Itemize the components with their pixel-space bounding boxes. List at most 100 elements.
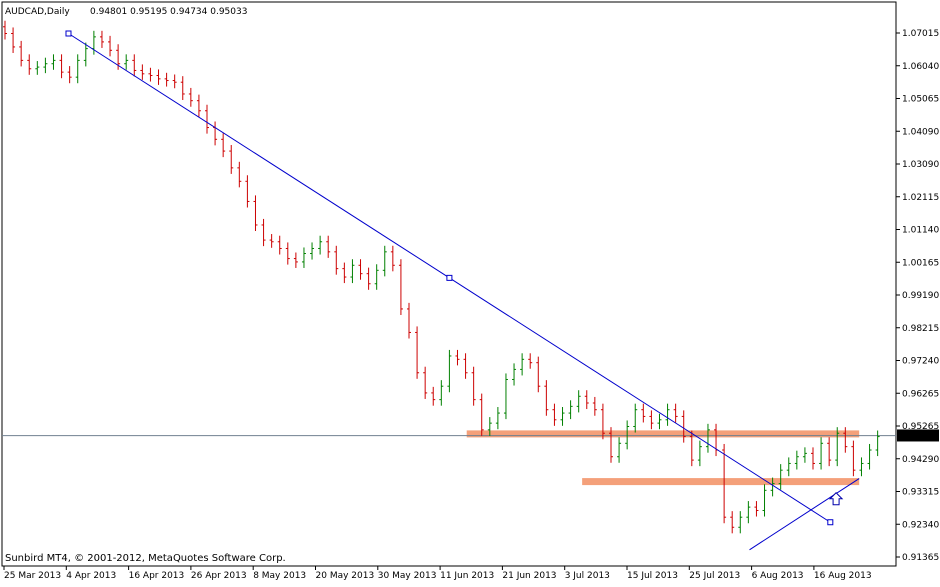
ohlc-bar	[471, 366, 476, 406]
ohlc-bar	[770, 477, 775, 497]
y-tick-label: 0.96265	[902, 389, 939, 399]
ohlc-bar	[665, 403, 670, 426]
ohlc-bar	[649, 410, 654, 430]
ohlc-bar	[762, 484, 767, 517]
x-tick-label: 16 Aug 2013	[814, 571, 872, 581]
ohlc-bar	[528, 353, 533, 369]
y-tick-label: 0.91365	[902, 553, 939, 563]
ohlc-bar	[754, 501, 759, 517]
ohlc-bar	[827, 437, 832, 467]
ohlc-bar	[51, 54, 56, 70]
x-tick-label: 3 Jul 2013	[565, 571, 610, 581]
x-tick-label: 26 Apr 2013	[191, 571, 247, 581]
ohlc-bar	[67, 66, 72, 84]
ohlc-bar	[625, 420, 630, 450]
ohlc-bar	[382, 245, 387, 277]
ohlc-bar	[738, 511, 743, 534]
ohlc-bar	[229, 145, 234, 174]
ohlc-bar	[285, 242, 290, 265]
ohlc-bar	[132, 54, 137, 77]
current-price-label: 0.95033	[900, 431, 937, 441]
ohlc-bar	[633, 403, 638, 433]
ohlc-bar	[156, 69, 161, 85]
ohlc-bar	[164, 72, 169, 87]
ohlc-bar	[673, 403, 678, 423]
ohlc-bar	[43, 57, 48, 74]
ohlc-bar	[843, 427, 848, 453]
trendline-handle[interactable]	[827, 519, 834, 526]
ohlc-bar	[819, 437, 824, 470]
ohlc-bar	[374, 264, 379, 290]
chart-ohlc-values: 0.94801 0.95195 0.94734 0.95033	[90, 7, 247, 17]
ohlc-bar	[746, 501, 751, 524]
ohlc-bar	[27, 54, 32, 75]
ohlc-bar	[794, 450, 799, 470]
ohlc-bar	[269, 234, 274, 248]
y-tick-label: 0.98215	[902, 324, 939, 334]
ohlc-bar	[277, 235, 282, 255]
x-tick-label: 8 May 2013	[253, 571, 306, 581]
ohlc-bar	[778, 464, 783, 490]
ohlc-bar	[293, 252, 298, 268]
ohlc-bar	[568, 400, 573, 420]
ohlc-bar	[503, 373, 508, 420]
ohlc-bar	[495, 407, 500, 430]
ohlc-bar	[802, 447, 807, 463]
ohlc-bar	[124, 54, 129, 70]
horizontal-zone[interactable]	[466, 430, 860, 438]
x-tick-label: 25 Jul 2013	[689, 571, 740, 581]
ohlc-bar	[835, 427, 840, 467]
ohlc-bar	[657, 413, 662, 430]
arrow-up-icon[interactable]	[828, 492, 844, 506]
plot-frame	[1, 1, 897, 567]
trendline-handle[interactable]	[446, 274, 453, 281]
ohlc-bar	[455, 349, 460, 366]
ohlc-bar	[641, 403, 646, 423]
ohlc-bar	[722, 443, 727, 524]
ohlc-bar	[301, 247, 306, 268]
ohlc-bar	[600, 403, 605, 440]
y-tick-label: 0.97240	[902, 357, 939, 367]
ohlc-bar	[447, 349, 452, 393]
y-tick-label: 0.94290	[902, 455, 939, 465]
ohlc-bar	[859, 457, 864, 477]
ohlc-bar	[140, 64, 145, 80]
ohlc-bar	[326, 235, 331, 258]
ohlc-bar	[148, 67, 153, 82]
ohlc-bar	[358, 259, 363, 280]
ohlc-bar	[431, 386, 436, 406]
ohlc-bar	[592, 396, 597, 416]
trendline-handle[interactable]	[65, 30, 72, 37]
ohlc-bar	[536, 356, 541, 393]
chart-symbol-title: AUDCAD,Daily	[5, 7, 70, 17]
current-price-tag	[897, 429, 939, 442]
ohlc-bar	[205, 104, 209, 134]
ohlc-bar	[11, 27, 16, 53]
ohlc-bar	[172, 74, 177, 89]
ohlc-bar	[584, 390, 589, 410]
ohlc-bar	[851, 440, 856, 477]
ohlc-bar	[19, 40, 24, 67]
ohlc-bar	[180, 76, 185, 101]
ohlc-bar	[487, 417, 492, 436]
ohlc-bar	[407, 302, 411, 339]
ohlc-bar	[3, 20, 7, 40]
y-tick-label: 1.02115	[902, 193, 939, 203]
ohlc-bar	[867, 443, 872, 470]
trendline[interactable]	[749, 478, 860, 551]
horizontal-zone[interactable]	[582, 478, 860, 486]
ohlc-bar	[83, 42, 88, 67]
ohlc-bar	[544, 380, 549, 416]
ohlc-bar	[310, 242, 315, 260]
ohlc-bar	[99, 30, 104, 48]
ohlc-bar	[188, 87, 193, 107]
ohlc-bar	[59, 54, 64, 79]
ohlc-bar	[811, 447, 815, 470]
ohlc-bar	[463, 353, 468, 379]
y-tick-label: 1.06040	[902, 62, 939, 72]
x-tick-label: 4 Apr 2013	[66, 571, 116, 581]
y-tick-label: 0.99190	[902, 291, 939, 301]
ohlc-bar	[552, 403, 557, 426]
